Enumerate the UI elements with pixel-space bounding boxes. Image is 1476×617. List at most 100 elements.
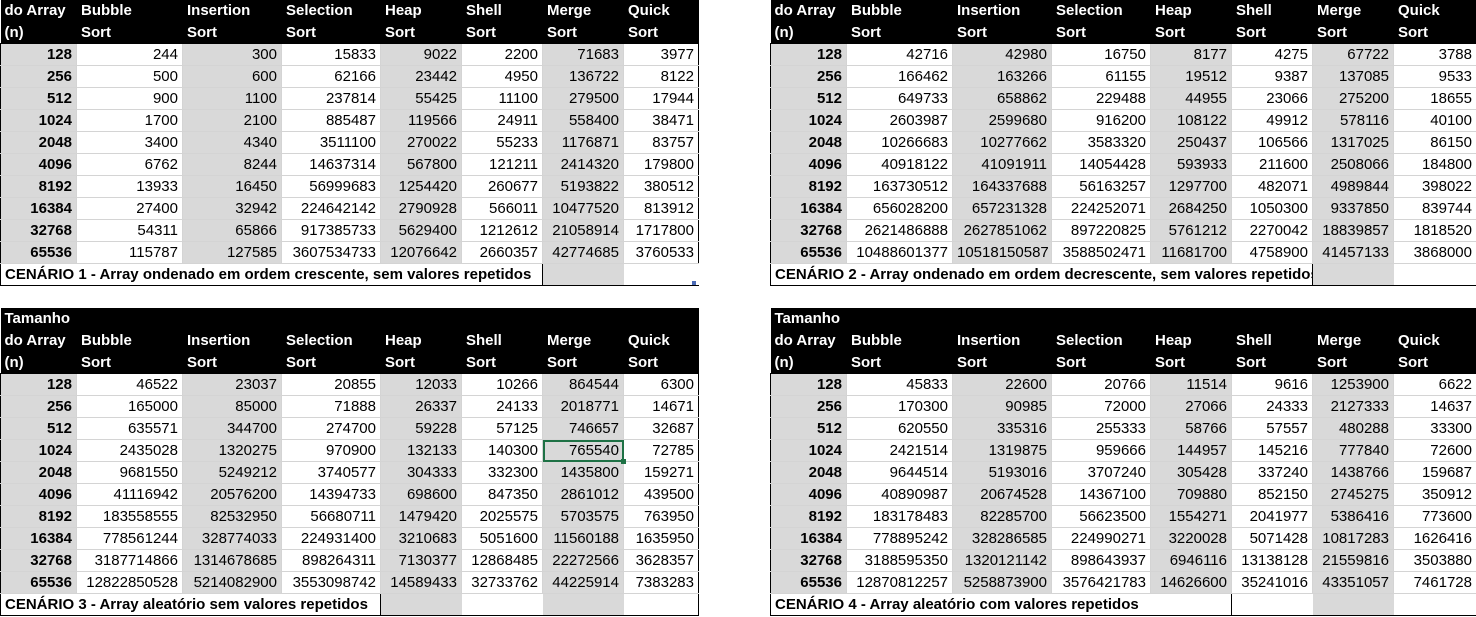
header-shell-line2[interactable]: Sort — [1231, 21, 1313, 44]
time-value-cell[interactable]: 2861012 — [542, 483, 624, 506]
time-value-cell[interactable]: 244 — [76, 43, 183, 66]
time-value-cell[interactable]: 9644514 — [846, 461, 953, 484]
header-blank[interactable] — [1051, 308, 1151, 330]
time-value-cell[interactable]: 7130377 — [380, 549, 462, 572]
time-value-cell[interactable]: 20766 — [1051, 373, 1151, 396]
time-value-cell[interactable]: 5214082900 — [182, 571, 282, 594]
time-value-cell[interactable]: 5051600 — [461, 527, 543, 550]
time-value-cell[interactable]: 183178483 — [846, 505, 953, 528]
time-value-cell[interactable]: 33300 — [1393, 417, 1476, 440]
header-shell-line2[interactable]: Sort — [461, 21, 543, 44]
time-value-cell[interactable]: 55233 — [461, 131, 543, 154]
time-value-cell[interactable]: 2127333 — [1312, 395, 1394, 418]
header-insertion-line2[interactable]: Sort — [952, 351, 1052, 374]
time-value-cell[interactable]: 2627851062 — [952, 219, 1052, 242]
caption-filler-cell[interactable] — [623, 593, 699, 616]
time-value-cell[interactable]: 224252071 — [1051, 197, 1151, 220]
time-value-cell[interactable]: 1635950 — [623, 527, 699, 550]
time-value-cell[interactable]: 19512 — [1150, 65, 1232, 88]
time-value-cell[interactable]: 14054428 — [1051, 153, 1151, 176]
time-value-cell[interactable]: 839744 — [1393, 197, 1476, 220]
header-merge-line2[interactable]: Sort — [542, 351, 624, 374]
time-value-cell[interactable]: 184800 — [1393, 153, 1476, 176]
header-heap-line1[interactable]: Heap — [1150, 0, 1232, 22]
header-heap-line2[interactable]: Sort — [380, 21, 462, 44]
time-value-cell[interactable]: 22272566 — [542, 549, 624, 572]
time-value-cell[interactable]: 2200 — [461, 43, 543, 66]
header-shell-line1[interactable]: Shell — [461, 329, 543, 352]
header-selection-line1[interactable]: Selection — [281, 0, 381, 22]
array-size-cell[interactable]: 1024 — [770, 109, 847, 132]
time-value-cell[interactable]: 10477520 — [542, 197, 624, 220]
array-size-cell[interactable]: 65536 — [0, 571, 77, 594]
time-value-cell[interactable]: 8177 — [1150, 43, 1232, 66]
time-value-cell[interactable]: 3628357 — [623, 549, 699, 572]
time-value-cell[interactable]: 763950 — [623, 505, 699, 528]
time-value-cell[interactable]: 14637314 — [281, 153, 381, 176]
time-value-cell[interactable]: 3868000 — [1393, 241, 1476, 264]
array-size-cell[interactable]: 65536 — [0, 241, 77, 264]
header-bubble-line2[interactable]: Sort — [76, 21, 183, 44]
time-value-cell[interactable]: 480288 — [1312, 417, 1394, 440]
time-value-cell[interactable]: 2270042 — [1231, 219, 1313, 242]
header-selection-line1[interactable]: Selection — [281, 329, 381, 352]
time-value-cell[interactable]: 274700 — [281, 417, 381, 440]
header-quick-line2[interactable]: Sort — [1393, 21, 1476, 44]
time-value-cell[interactable]: 21559816 — [1312, 549, 1394, 572]
time-value-cell[interactable]: 72000 — [1051, 395, 1151, 418]
time-value-cell[interactable]: 11560188 — [542, 527, 624, 550]
header-blank[interactable] — [1393, 308, 1476, 330]
time-value-cell[interactable]: 1297700 — [1150, 175, 1232, 198]
time-value-cell[interactable]: 1479420 — [380, 505, 462, 528]
time-value-cell[interactable]: 237814 — [281, 87, 381, 110]
time-value-cell[interactable]: 32733762 — [461, 571, 543, 594]
time-value-cell[interactable]: 10518150587 — [952, 241, 1052, 264]
header-quick-line1[interactable]: Quick — [1393, 329, 1476, 352]
time-value-cell[interactable]: 482071 — [1231, 175, 1313, 198]
header-bubble-line1[interactable]: Bubble — [76, 329, 183, 352]
time-value-cell[interactable]: 567800 — [380, 153, 462, 176]
time-value-cell[interactable]: 3210683 — [380, 527, 462, 550]
header-size-line3[interactable]: (n) — [0, 351, 77, 374]
time-value-cell[interactable]: 275200 — [1312, 87, 1394, 110]
time-value-cell[interactable]: 24333 — [1231, 395, 1313, 418]
caption-filler-cell[interactable] — [1231, 593, 1313, 616]
time-value-cell[interactable]: 9387 — [1231, 65, 1313, 88]
time-value-cell[interactable]: 58766 — [1150, 417, 1232, 440]
time-value-cell[interactable]: 6946116 — [1150, 549, 1232, 572]
time-value-cell[interactable]: 600 — [182, 65, 282, 88]
time-value-cell[interactable]: 20674528 — [952, 483, 1052, 506]
time-value-cell[interactable]: 270022 — [380, 131, 462, 154]
time-value-cell[interactable]: 500 — [76, 65, 183, 88]
time-value-cell[interactable]: 328774033 — [182, 527, 282, 550]
time-value-cell[interactable]: 9337850 — [1312, 197, 1394, 220]
header-blank[interactable] — [952, 308, 1052, 330]
time-value-cell[interactable]: 16750 — [1051, 43, 1151, 66]
header-blank[interactable] — [380, 308, 462, 330]
header-bubble-line2[interactable]: Sort — [846, 21, 953, 44]
array-size-cell[interactable]: 1024 — [770, 439, 847, 462]
header-merge-line1[interactable]: Merge — [542, 329, 624, 352]
header-heap-line1[interactable]: Heap — [380, 0, 462, 22]
time-value-cell[interactable]: 13933 — [76, 175, 183, 198]
time-value-cell[interactable]: 3188595350 — [846, 549, 953, 572]
time-value-cell[interactable]: 657231328 — [952, 197, 1052, 220]
header-shell-line2[interactable]: Sort — [461, 351, 543, 374]
time-value-cell[interactable]: 18839857 — [1312, 219, 1394, 242]
time-value-cell[interactable]: 56163257 — [1051, 175, 1151, 198]
array-size-cell[interactable]: 256 — [770, 65, 847, 88]
time-value-cell[interactable]: 5071428 — [1231, 527, 1313, 550]
time-value-cell[interactable]: 5193822 — [542, 175, 624, 198]
time-value-cell[interactable]: 23037 — [182, 373, 282, 396]
time-value-cell[interactable]: 558400 — [542, 109, 624, 132]
time-value-cell[interactable]: 1100 — [182, 87, 282, 110]
time-value-cell[interactable]: 11681700 — [1150, 241, 1232, 264]
array-size-cell[interactable]: 256 — [770, 395, 847, 418]
time-value-cell[interactable]: 2100 — [182, 109, 282, 132]
time-value-cell[interactable]: 163730512 — [846, 175, 953, 198]
time-value-cell[interactable]: 56680711 — [281, 505, 381, 528]
time-value-cell[interactable]: 9022 — [380, 43, 462, 66]
time-value-cell[interactable]: 165000 — [76, 395, 183, 418]
time-value-cell[interactable]: 3977 — [623, 43, 699, 66]
header-size-line2[interactable]: do Array — [0, 0, 77, 22]
